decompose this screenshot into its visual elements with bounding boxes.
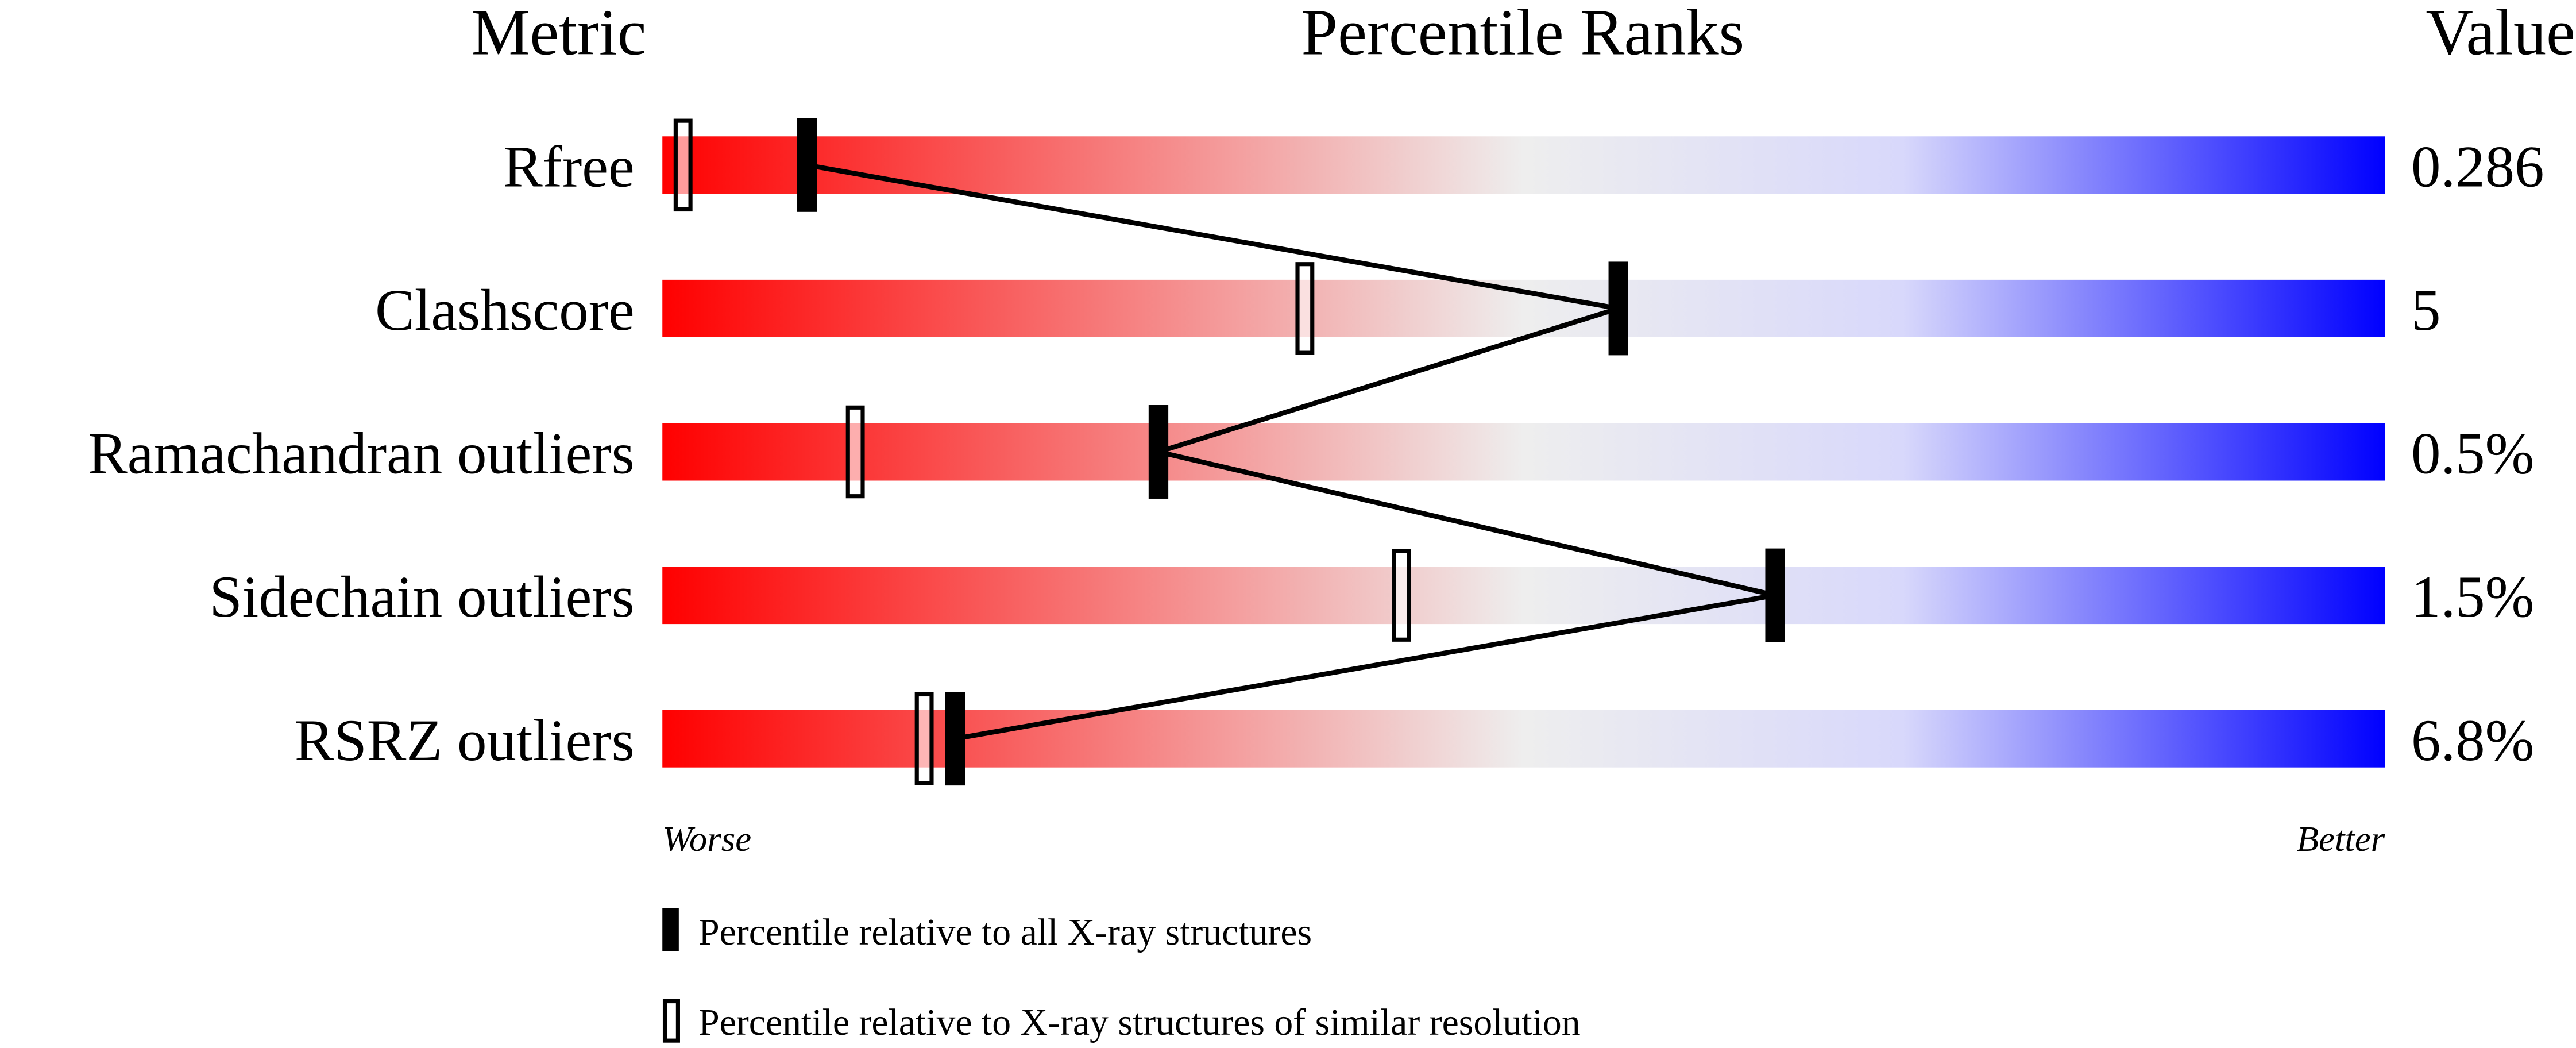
header-percentile-ranks: Percentile Ranks <box>1301 0 1745 68</box>
header-value: Value <box>2426 0 2575 68</box>
metric-label: Sidechain outliers <box>209 564 634 630</box>
metric-value: 0.5% <box>2411 421 2534 487</box>
percentile-bar <box>662 567 2385 625</box>
percentile-bar <box>662 423 2385 481</box>
percentile-bar <box>662 279 2385 337</box>
marker-similar-resolution <box>673 118 693 212</box>
axis-label-better: Better <box>2297 819 2385 859</box>
metric-value: 6.8% <box>2411 708 2534 773</box>
legend-similar-label: Percentile relative to X-ray structures … <box>698 1001 1581 1043</box>
marker-all-structures <box>1608 261 1628 356</box>
marker-all-structures <box>1765 548 1785 642</box>
marker-similar-resolution <box>1295 262 1315 355</box>
legend-open-marker <box>662 999 680 1043</box>
marker-all-structures <box>945 692 965 786</box>
metric-label: RSRZ outliers <box>295 708 635 773</box>
metric-label: Rfree <box>503 134 635 199</box>
metric-value: 0.286 <box>2411 134 2544 199</box>
legend-filled-marker <box>662 908 679 951</box>
metric-label: Clashscore <box>375 278 635 343</box>
metric-label: Ramachandran outliers <box>88 421 635 487</box>
marker-similar-resolution <box>1392 549 1411 642</box>
axis-label-worse: Worse <box>662 819 751 859</box>
marker-similar-resolution <box>914 692 934 785</box>
marker-similar-resolution <box>845 405 865 499</box>
legend-all-label: Percentile relative to all X-ray structu… <box>698 911 1312 953</box>
metric-value: 1.5% <box>2411 564 2534 630</box>
percentile-bar <box>662 136 2385 194</box>
header-metric: Metric <box>472 0 647 68</box>
marker-all-structures <box>797 118 817 212</box>
metric-value: 5 <box>2411 278 2440 343</box>
marker-all-structures <box>1148 405 1169 499</box>
